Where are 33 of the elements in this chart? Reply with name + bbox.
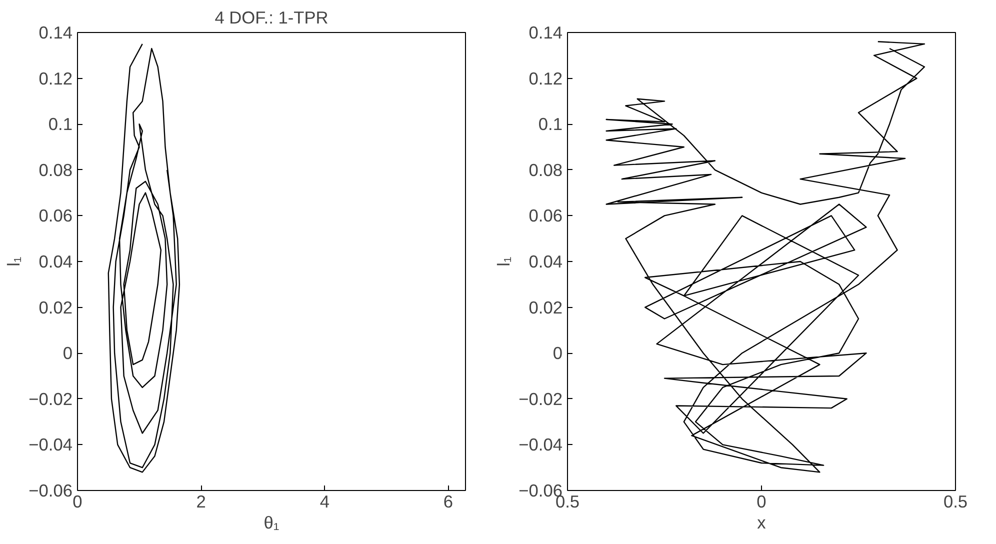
y-axis-title: l₁ [4, 256, 24, 266]
y-tick-label: 0.06 [528, 206, 563, 226]
y-tick-label: 0.12 [528, 68, 563, 88]
x-tick-label: 0.5 [943, 492, 968, 512]
y-tick-label: 0.02 [38, 297, 73, 318]
x-axis-title: θ₁ [264, 512, 280, 532]
y-tick-label: 0.1 [538, 114, 563, 134]
x-tick-label: 6 [443, 492, 454, 512]
y-tick-label: 0.08 [38, 160, 73, 180]
y-tick-label: 0.12 [38, 68, 73, 88]
y-axis-title: l₁ [494, 256, 514, 266]
y-tick-label: −0.02 [28, 388, 73, 409]
x-tick-label: 2 [196, 492, 206, 512]
x-axis-title: x [757, 512, 766, 532]
line-series [108, 43, 180, 473]
y-tick-label: −0.06 [28, 480, 73, 500]
x-tick-label: 4 [320, 492, 330, 512]
line-series [606, 41, 926, 473]
y-tick-label: 0.08 [528, 160, 563, 180]
y-tick-label: 0.04 [38, 252, 73, 272]
y-tick-label: −0.04 [518, 434, 563, 455]
y-tick-label: −0.02 [518, 388, 563, 409]
y-tick-label: 0.14 [38, 22, 73, 42]
x-tick-label: 0 [756, 492, 766, 512]
y-tick-label: 0.14 [528, 22, 563, 42]
y-tick-label: 0.1 [48, 114, 73, 134]
y-tick-label: 0.02 [528, 297, 563, 318]
y-tick-label: 0 [62, 343, 73, 364]
chart-title: 4 DOF.: 1-TPR [214, 8, 328, 28]
y-tick-label: 0.04 [528, 252, 563, 272]
y-tick-label: 0.06 [38, 206, 73, 226]
y-tick-label: 0 [552, 343, 563, 364]
y-tick-label: −0.04 [28, 434, 73, 455]
